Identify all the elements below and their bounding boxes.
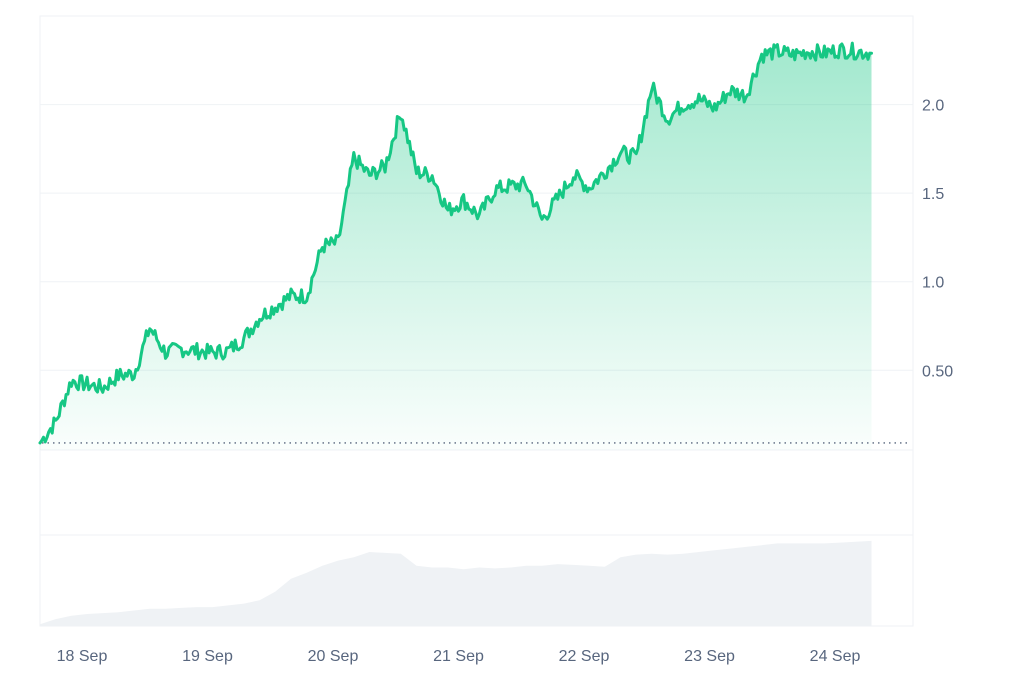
x-tick-label: 21 Sep [433,648,484,665]
price-line [38,41,873,445]
x-tick-label: 18 Sep [57,648,108,665]
price-area [40,43,872,450]
x-tick-label: 23 Sep [684,648,735,665]
y-tick-label: 1.5 [922,186,944,203]
volume-series [40,540,872,626]
y-axis: 0.50 1.0 1.5 2.0 [922,98,953,381]
x-tick-label: 19 Sep [182,648,233,665]
y-tick-label: 1.0 [922,275,944,292]
price-area-fill [40,43,872,450]
y-tick-label: 0.50 [922,363,953,380]
x-tick-label: 24 Sep [810,648,861,665]
x-axis: 18 Sep 19 Sep 20 Sep 21 Sep 22 Sep 23 Sep 24 S… [57,648,861,665]
y-tick-label: 2.0 [922,98,944,115]
x-tick-label: 22 Sep [559,648,610,665]
price-series [38,41,873,445]
x-tick-label: 20 Sep [308,648,359,665]
volume-area [40,540,872,626]
